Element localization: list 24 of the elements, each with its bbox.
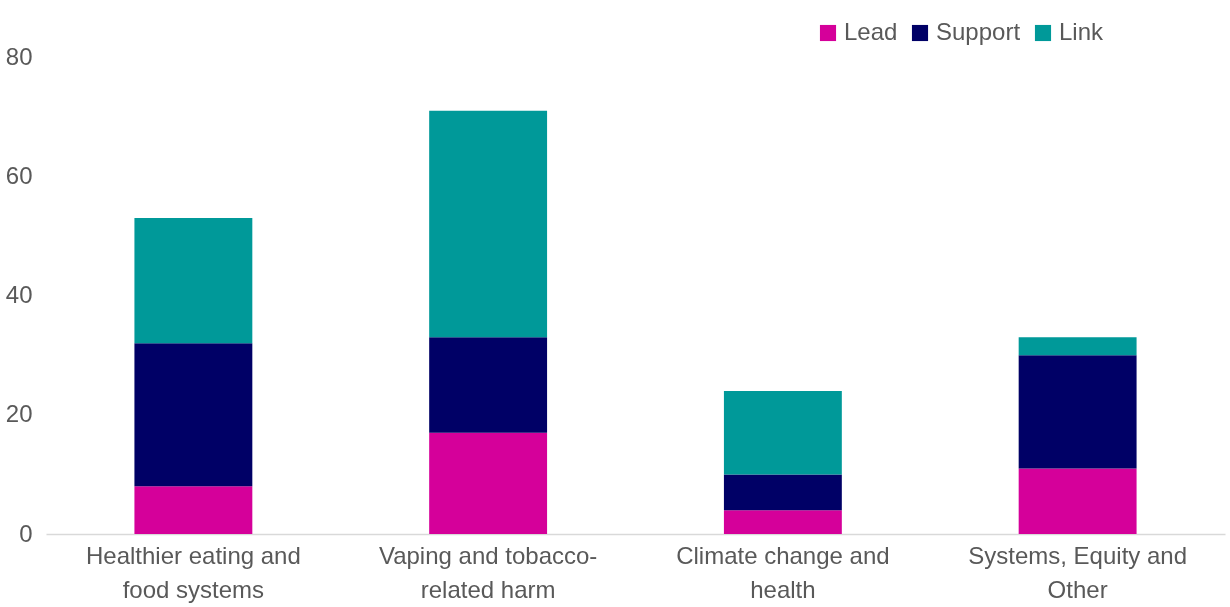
bar <box>1018 355 1137 469</box>
bar <box>723 510 842 534</box>
x-tick-label: Vaping and tobacco-related harm <box>378 541 598 603</box>
bar <box>723 474 842 511</box>
bar <box>429 432 548 534</box>
legend-label: Lead <box>844 18 898 45</box>
legend-label: Support <box>936 18 1021 45</box>
y-tick-label: 60 <box>5 161 33 189</box>
bar <box>723 390 842 475</box>
bar <box>1018 468 1137 534</box>
bar <box>134 486 253 534</box>
bar <box>429 337 548 433</box>
bar <box>134 217 253 344</box>
y-tick-label: 80 <box>5 42 33 70</box>
x-tick-label: Healthier eating and food systems <box>85 541 301 603</box>
y-tick-label: 20 <box>5 400 33 428</box>
bar <box>429 110 548 338</box>
y-tick-label: 0 <box>19 519 33 547</box>
bar <box>134 343 253 487</box>
legend-label: Link <box>1059 18 1105 45</box>
bar <box>1018 337 1137 356</box>
x-tick-label: Systems, Equity and Other <box>968 541 1188 603</box>
y-tick-label: 40 <box>5 281 33 308</box>
x-tick-label: Climate change and health <box>676 541 890 603</box>
